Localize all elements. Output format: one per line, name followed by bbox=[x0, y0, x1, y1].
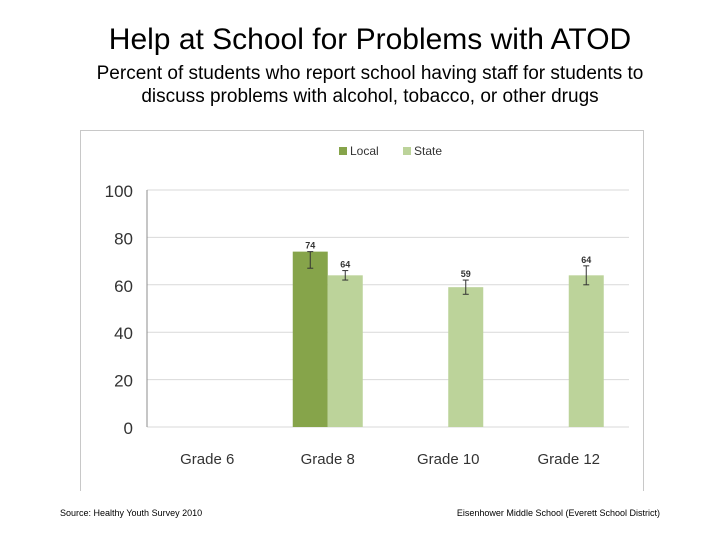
y-tick-label: 0 bbox=[124, 419, 133, 438]
data-label: 59 bbox=[461, 269, 471, 279]
x-tick-label: Grade 12 bbox=[537, 451, 600, 468]
bar bbox=[292, 251, 328, 427]
data-label: 74 bbox=[305, 241, 315, 251]
y-tick-label: 20 bbox=[114, 372, 133, 391]
subtitle-line-2: discuss problems with alcohol, tobacco, … bbox=[141, 86, 599, 107]
y-tick-label: 100 bbox=[105, 182, 133, 201]
bar bbox=[327, 275, 363, 427]
legend-label: State bbox=[414, 144, 442, 158]
legend-swatch bbox=[403, 147, 411, 155]
subtitle-line-1: Percent of students who report school ha… bbox=[96, 63, 644, 84]
school-note: Eisenhower Middle School (Everett School… bbox=[456, 508, 660, 518]
bar-chart: 0 20 40 60 80 100 Local State Grade 6 74 64 Grade 8… bbox=[105, 144, 629, 468]
legend-label: Local bbox=[350, 144, 379, 158]
chart-area: 0 20 40 60 80 100 Local State Grade 6 74 64 Grade 8… bbox=[80, 130, 644, 491]
y-tick-label: 40 bbox=[114, 324, 133, 343]
data-label: 64 bbox=[581, 255, 591, 265]
y-tick-label: 60 bbox=[114, 277, 133, 296]
x-tick-label: Grade 10 bbox=[417, 451, 480, 468]
bar bbox=[568, 275, 604, 427]
chart-title: Help at School for Problems with ATOD bbox=[108, 23, 632, 56]
x-tick-label: Grade 6 bbox=[180, 451, 234, 468]
data-label: 64 bbox=[340, 260, 350, 270]
bar bbox=[448, 287, 484, 427]
legend-swatch bbox=[339, 147, 347, 155]
y-tick-label: 80 bbox=[114, 229, 133, 248]
x-tick-label: Grade 8 bbox=[301, 451, 355, 468]
source-note: Source: Healthy Youth Survey 2010 bbox=[60, 508, 203, 518]
chart-subtitle: Percent of students who report school ha… bbox=[0, 62, 720, 108]
